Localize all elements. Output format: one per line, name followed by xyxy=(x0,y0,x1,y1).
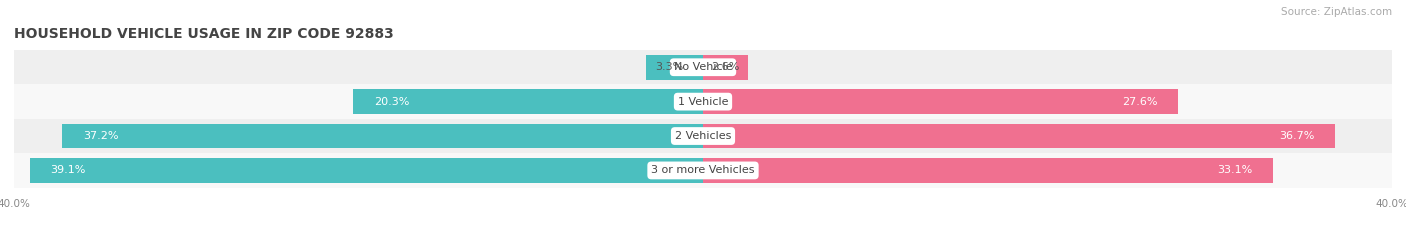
Text: 2.6%: 2.6% xyxy=(711,62,740,72)
Text: 39.1%: 39.1% xyxy=(51,165,86,175)
Bar xyxy=(703,124,1336,148)
Bar xyxy=(353,89,703,114)
Text: 37.2%: 37.2% xyxy=(83,131,118,141)
Text: 36.7%: 36.7% xyxy=(1279,131,1315,141)
Text: 33.1%: 33.1% xyxy=(1218,165,1253,175)
Bar xyxy=(703,158,1272,183)
Text: Source: ZipAtlas.com: Source: ZipAtlas.com xyxy=(1281,7,1392,17)
Bar xyxy=(14,84,1392,119)
Bar xyxy=(62,124,703,148)
Text: No Vehicle: No Vehicle xyxy=(673,62,733,72)
Bar xyxy=(703,55,748,80)
Text: 20.3%: 20.3% xyxy=(374,97,409,107)
Text: 1 Vehicle: 1 Vehicle xyxy=(678,97,728,107)
Text: 27.6%: 27.6% xyxy=(1122,97,1157,107)
Text: 2 Vehicles: 2 Vehicles xyxy=(675,131,731,141)
Text: 3 or more Vehicles: 3 or more Vehicles xyxy=(651,165,755,175)
Bar xyxy=(14,153,1392,188)
Text: HOUSEHOLD VEHICLE USAGE IN ZIP CODE 92883: HOUSEHOLD VEHICLE USAGE IN ZIP CODE 9288… xyxy=(14,27,394,41)
Bar xyxy=(30,158,703,183)
Text: 3.3%: 3.3% xyxy=(655,62,683,72)
Bar xyxy=(647,55,703,80)
Bar xyxy=(14,119,1392,153)
Bar xyxy=(14,50,1392,84)
Bar xyxy=(703,89,1178,114)
